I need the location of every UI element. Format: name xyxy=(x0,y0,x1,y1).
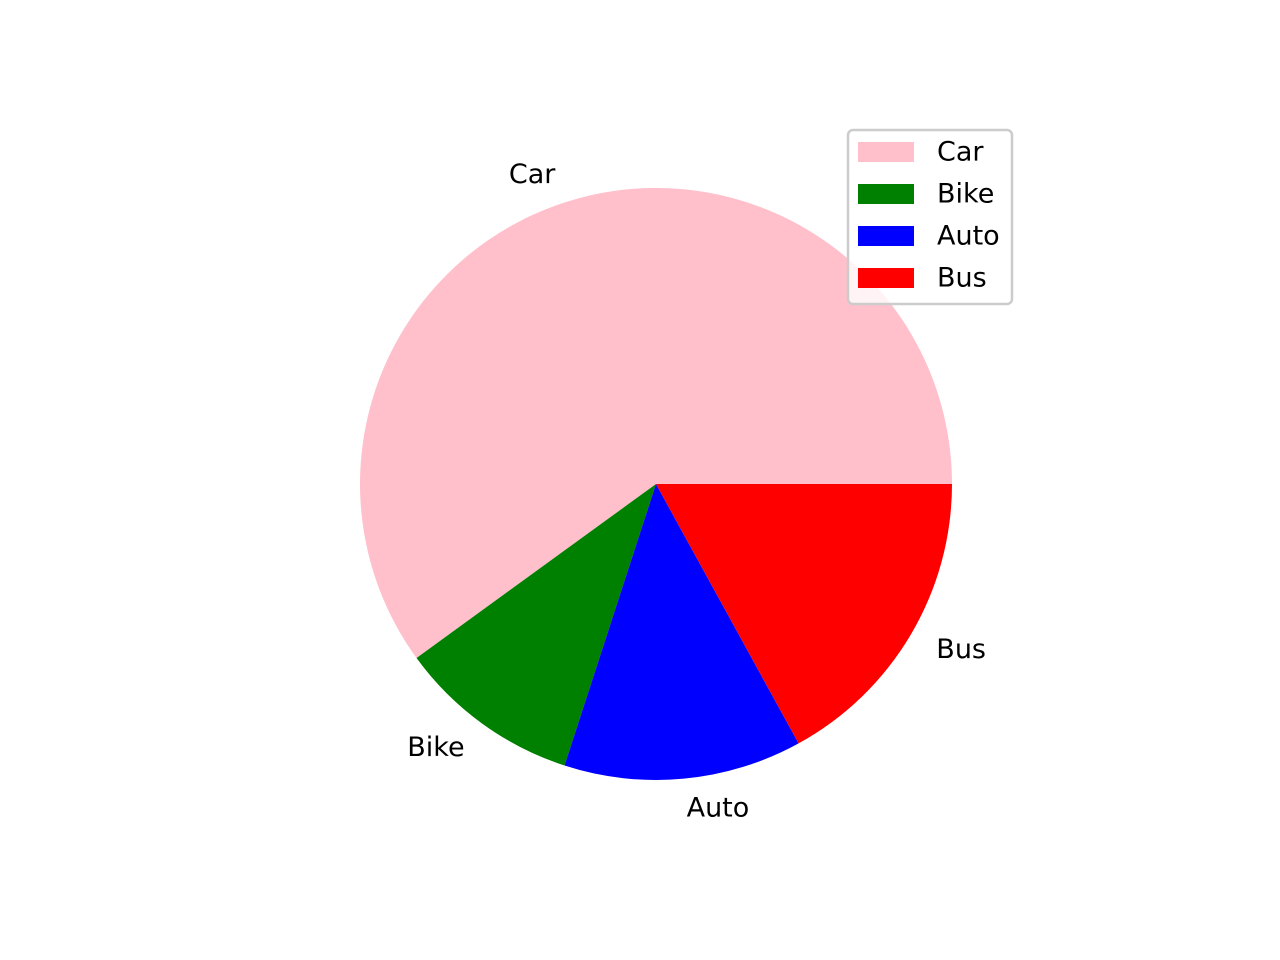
legend-label-auto: Auto xyxy=(937,221,1000,252)
legend-swatch-car xyxy=(858,142,914,162)
legend-swatch-bus xyxy=(858,268,914,288)
legend-label-bike: Bike xyxy=(937,179,994,210)
legend-label-car: Car xyxy=(937,137,984,168)
pie-labels: Car Bike Auto Bus xyxy=(407,159,986,824)
pie-slice-car xyxy=(360,187,952,658)
legend: Car Bike Auto Bus xyxy=(846,128,1014,306)
pie-slice-bike xyxy=(416,484,656,766)
legend-label-bus: Bus xyxy=(937,263,987,294)
pie-slices xyxy=(360,187,952,780)
legend-frame xyxy=(846,128,1014,306)
legend-swatch-bike xyxy=(858,184,914,204)
slice-label-auto: Auto xyxy=(687,793,750,824)
slice-label-car: Car xyxy=(509,159,556,190)
slice-label-bike: Bike xyxy=(407,732,464,763)
pie-slice-bus xyxy=(656,484,952,744)
legend-swatch-auto xyxy=(858,226,914,246)
slice-label-bus: Bus xyxy=(936,634,986,665)
legend-entries: Car Bike Auto Bus xyxy=(858,137,1000,294)
pie-slice-auto xyxy=(564,484,799,780)
